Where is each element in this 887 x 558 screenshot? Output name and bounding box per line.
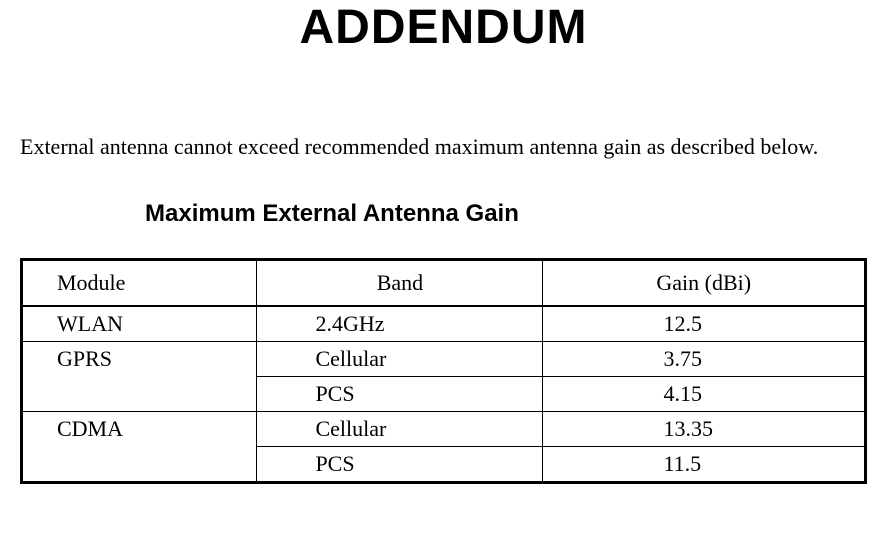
antenna-gain-table: Module Band Gain (dBi) WLAN 2.4GHz 12.5 … [20,258,867,484]
col-header-gain: Gain (dBi) [543,260,866,307]
cell-module: WLAN [22,306,257,342]
cell-band: 2.4GHz [257,306,543,342]
cell-gain: 13.35 [543,412,866,447]
cell-gain: 3.75 [543,342,866,377]
table-row: WLAN 2.4GHz 12.5 [22,306,866,342]
cell-band: Cellular [257,342,543,377]
cell-module: GPRS [22,342,257,412]
col-header-band: Band [257,260,543,307]
cell-module: CDMA [22,412,257,483]
cell-gain: 11.5 [543,447,866,483]
cell-band: PCS [257,377,543,412]
table-row: CDMA Cellular 13.35 [22,412,866,447]
cell-gain: 4.15 [543,377,866,412]
cell-band: Cellular [257,412,543,447]
table-row: GPRS Cellular 3.75 [22,342,866,377]
intro-paragraph: External antenna cannot exceed recommend… [20,129,867,164]
table-caption: Maximum External Antenna Gain [145,200,867,228]
table-header-row: Module Band Gain (dBi) [22,260,866,307]
col-header-module: Module [22,260,257,307]
document-page: ADDENDUM External antenna cannot exceed … [0,0,887,558]
document-title: ADDENDUM [164,0,724,55]
cell-gain: 12.5 [543,306,866,342]
cell-band: PCS [257,447,543,483]
